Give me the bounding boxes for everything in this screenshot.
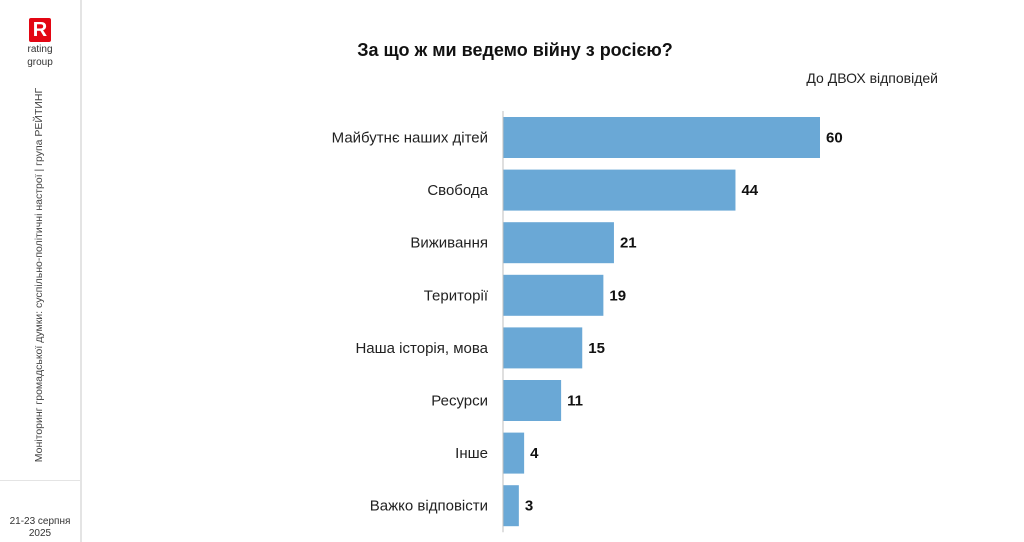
category-label: Наша історія, мова: [355, 340, 488, 357]
value-label: 44: [741, 182, 758, 199]
logo-text-group: group: [27, 57, 53, 68]
bar: [503, 169, 736, 211]
bar: [503, 432, 525, 474]
value-label: 11: [567, 393, 583, 410]
chart-subtitle: До ДВОХ відповідей: [806, 70, 938, 86]
sidebar: R rating group Моніторинг громадської ду…: [0, 0, 82, 542]
sidebar-date-days: 21-23 серпня: [9, 516, 71, 527]
value-label: 4: [530, 445, 539, 462]
sidebar-date-year: 2025: [28, 528, 52, 539]
value-label: 3: [525, 498, 533, 515]
bar: [503, 380, 562, 421]
logo-text-rating: rating: [27, 44, 53, 55]
category-label: Майбутнє наших дітей: [332, 130, 488, 147]
sidebar-divider: [0, 480, 80, 481]
rating-group-logo: R rating group: [0, 18, 80, 68]
logo-mark: R: [29, 18, 51, 42]
category-label: Території: [424, 287, 489, 304]
value-label: 21: [620, 235, 637, 252]
chart-title: За що ж ми ведемо війну з росією?: [357, 40, 673, 60]
category-label: Ресурси: [431, 393, 488, 410]
category-label: Важко відповісти: [370, 498, 488, 515]
bar: [503, 327, 583, 369]
sidebar-date: 21-23 серпня 2025: [0, 516, 80, 540]
bar: [503, 117, 820, 158]
bar: [503, 274, 604, 316]
value-label: 15: [588, 340, 605, 357]
bar: [503, 222, 614, 264]
value-label: 19: [609, 287, 626, 304]
bar: [503, 485, 519, 527]
category-label: Інше: [455, 445, 488, 462]
category-label: Виживання: [410, 235, 488, 252]
value-label: 60: [826, 130, 843, 147]
category-label: Свобода: [427, 182, 488, 199]
